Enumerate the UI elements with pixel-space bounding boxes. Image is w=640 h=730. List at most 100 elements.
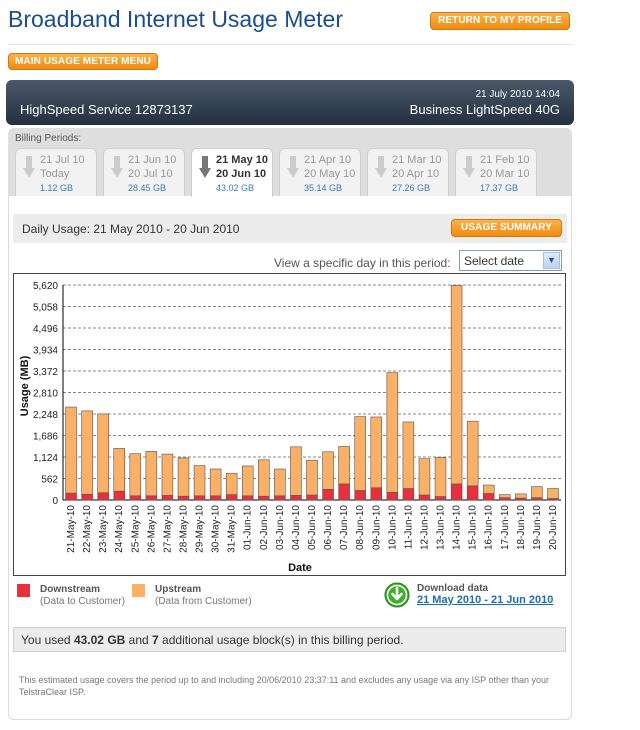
downstream-bar xyxy=(531,497,543,501)
upstream-bar xyxy=(161,453,174,496)
upstream-bar xyxy=(209,468,222,497)
down-arrow-icon xyxy=(199,156,211,178)
downstream-swatch xyxy=(17,584,30,597)
x-tick-label: 23-May-10 xyxy=(98,505,109,553)
downstream-bar xyxy=(370,487,383,501)
y-tick-label: 0 xyxy=(52,496,58,507)
usage-total-value: 43.02 GB xyxy=(73,633,126,647)
select-date-dropdown[interactable]: Select date ▼ xyxy=(459,250,562,271)
downstream-bar xyxy=(258,495,270,501)
x-tick-label: 11-Jun-10 xyxy=(403,505,414,550)
down-arrow-icon xyxy=(287,156,299,178)
upstream-bar xyxy=(81,410,93,495)
billing-periods-label: Billing Periods: xyxy=(15,133,82,144)
x-tick-label: 25-May-10 xyxy=(130,505,141,553)
downstream-bar xyxy=(482,493,495,501)
downstream-bar xyxy=(129,495,142,501)
select-date-value: Select date xyxy=(464,254,525,268)
x-tick-label: 18-Jun-10 xyxy=(516,505,527,550)
usage-total-suffix: additional usage block(s) in this billin… xyxy=(158,633,404,647)
billing-period-usage: 27.26 GB xyxy=(392,183,431,193)
billing-period-tab[interactable]: 21 Mar 10 20 Apr 10 27.26 GB xyxy=(367,148,449,196)
usage-summary-button[interactable]: USAGE SUMMARY xyxy=(451,219,562,237)
downstream-bar xyxy=(338,483,350,501)
x-tick-label: 05-Jun-10 xyxy=(307,505,318,550)
upstream-bar xyxy=(241,465,254,497)
usage-blocks-count: 7 xyxy=(152,633,159,647)
upstream-bar xyxy=(402,421,415,489)
downstream-bar xyxy=(450,483,463,501)
x-tick-label: 07-Jun-10 xyxy=(339,505,350,550)
x-tick-label: 10-Jun-10 xyxy=(387,505,398,550)
billing-period-usage: 35.14 GB xyxy=(304,183,343,193)
upstream-bar xyxy=(531,486,543,499)
billing-period-end: Today xyxy=(40,168,70,180)
y-tick-label: 3,934 xyxy=(33,346,58,357)
x-tick-label: 28-May-10 xyxy=(178,505,189,553)
upstream-bar xyxy=(370,416,383,489)
x-tick-label: 19-Jun-10 xyxy=(532,505,543,550)
upstream-bar xyxy=(515,493,527,499)
upstream-bar xyxy=(177,457,190,497)
service-datetime: 21 July 2010 14:04 xyxy=(475,89,560,100)
downstream-bar xyxy=(274,495,286,501)
upstream-bar xyxy=(547,488,559,499)
x-tick-label: 06-Jun-10 xyxy=(323,505,334,550)
upstream-bar xyxy=(338,446,350,485)
downstream-bar xyxy=(177,495,190,501)
page-title: Broadband Internet Usage Meter xyxy=(8,6,343,32)
y-tick-label: 1,686 xyxy=(33,432,58,443)
daily-usage-header: Daily Usage: 21 May 2010 - 20 Jun 2010 xyxy=(13,214,567,243)
x-tick-label: 31-May-10 xyxy=(227,505,238,553)
billing-period-tab[interactable]: 21 May 10 20 Jun 10 43.02 GB xyxy=(191,148,273,197)
usage-chart-svg: 0 562 1,124 1,686 2,248 2,810 3,372 3,934 4,496 5… xyxy=(19,281,561,574)
upstream-bar xyxy=(65,406,77,494)
billing-period-start: 21 Jul 10 xyxy=(40,154,85,166)
billing-period-start: 21 Mar 10 xyxy=(392,154,442,166)
main-usage-meter-menu-button[interactable]: MAIN USAGE METER MENU xyxy=(8,53,158,70)
x-tick-label: 12-Jun-10 xyxy=(419,505,430,550)
y-tick-label: 1,124 xyxy=(33,453,58,464)
service-plan: Business LightSpeed 40G xyxy=(409,102,560,117)
billing-period-tab[interactable]: 21 Jul 10 Today 1.12 GB xyxy=(15,148,97,196)
downstream-bar xyxy=(161,495,174,501)
return-to-profile-button[interactable]: RETURN TO MY PROFILE xyxy=(430,12,570,30)
downstream-bar xyxy=(354,490,366,501)
x-tick-label: 16-Jun-10 xyxy=(484,505,495,550)
downstream-bar xyxy=(145,495,158,501)
upstream-bar xyxy=(225,472,238,495)
billing-period-end: 20 May 10 xyxy=(304,168,356,180)
x-tick-label: 01-Jun-10 xyxy=(243,505,254,550)
downstream-bar xyxy=(322,488,334,501)
billing-period-tab[interactable]: 21 Apr 10 20 May 10 35.14 GB xyxy=(279,148,361,196)
upstream-bar xyxy=(290,446,302,496)
x-axis-label: Date xyxy=(288,562,312,574)
download-data-link[interactable]: 21 May 2010 - 21 Jun 2010 xyxy=(417,594,554,606)
x-tick-label: 13-Jun-10 xyxy=(436,505,447,550)
y-tick-label: 4,496 xyxy=(33,324,58,335)
y-tick-label: 3,372 xyxy=(33,367,58,378)
x-tick-label: 04-Jun-10 xyxy=(291,505,302,550)
x-tick-label: 20-Jun-10 xyxy=(548,505,559,550)
downstream-legend-title: Downstream xyxy=(40,584,101,595)
billing-period-end: 20 Jun 10 xyxy=(216,168,267,180)
downstream-bar xyxy=(402,488,415,501)
upstream-bar xyxy=(418,458,431,496)
billing-period-end: 20 Apr 10 xyxy=(392,168,440,180)
y-tick-label: 5,058 xyxy=(33,303,58,314)
chevron-down-icon[interactable]: ▼ xyxy=(543,252,560,269)
upstream-bar xyxy=(482,484,495,494)
upstream-bar xyxy=(386,372,399,493)
download-arrow-icon[interactable] xyxy=(384,582,410,608)
down-arrow-icon xyxy=(111,156,123,178)
x-tick-label: 21-May-10 xyxy=(66,505,77,553)
billing-period-tab[interactable]: 21 Jun 10 20 Jul 10 28.45 GB xyxy=(103,148,185,196)
downstream-bar xyxy=(209,495,222,501)
billing-period-start: 21 Jun 10 xyxy=(128,154,177,166)
x-tick-label: 26-May-10 xyxy=(146,505,157,553)
upstream-bar xyxy=(258,459,270,497)
downstream-bar xyxy=(65,492,77,501)
down-arrow-icon xyxy=(375,156,387,178)
billing-period-tab[interactable]: 21 Feb 10 20 Mar 10 17.37 GB xyxy=(455,148,537,196)
downstream-bar xyxy=(499,497,511,501)
